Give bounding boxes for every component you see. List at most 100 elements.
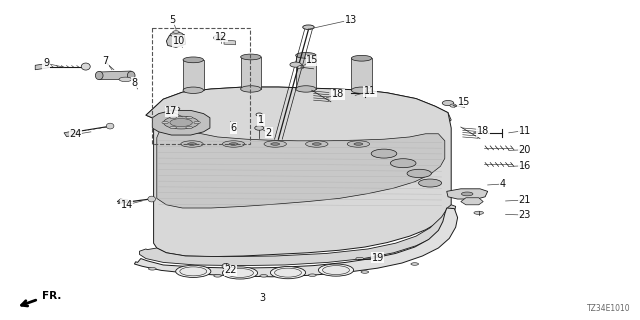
Ellipse shape bbox=[186, 126, 192, 129]
Ellipse shape bbox=[450, 104, 456, 107]
Ellipse shape bbox=[371, 149, 397, 158]
Text: 4: 4 bbox=[499, 179, 506, 189]
Ellipse shape bbox=[407, 169, 431, 178]
Ellipse shape bbox=[442, 100, 454, 106]
Ellipse shape bbox=[183, 87, 204, 93]
Ellipse shape bbox=[264, 141, 287, 147]
Ellipse shape bbox=[170, 108, 176, 110]
Ellipse shape bbox=[148, 268, 156, 270]
Ellipse shape bbox=[162, 121, 168, 124]
Text: 12: 12 bbox=[214, 32, 227, 42]
Ellipse shape bbox=[390, 159, 416, 168]
Text: 16: 16 bbox=[518, 161, 531, 171]
Text: 8: 8 bbox=[131, 77, 138, 88]
Ellipse shape bbox=[298, 66, 304, 69]
Polygon shape bbox=[35, 63, 48, 70]
Ellipse shape bbox=[296, 52, 316, 58]
Polygon shape bbox=[157, 122, 445, 208]
Ellipse shape bbox=[186, 116, 192, 119]
Polygon shape bbox=[166, 35, 186, 47]
Text: 1: 1 bbox=[258, 115, 264, 125]
Ellipse shape bbox=[223, 267, 258, 279]
Ellipse shape bbox=[180, 267, 207, 276]
Text: 6: 6 bbox=[230, 123, 237, 133]
Polygon shape bbox=[351, 58, 372, 90]
Polygon shape bbox=[224, 40, 236, 45]
Text: 15: 15 bbox=[458, 97, 470, 107]
Text: 9: 9 bbox=[43, 58, 49, 68]
Text: 5: 5 bbox=[170, 15, 176, 25]
Ellipse shape bbox=[223, 141, 244, 147]
Ellipse shape bbox=[312, 143, 321, 145]
Ellipse shape bbox=[164, 116, 198, 129]
Ellipse shape bbox=[351, 87, 372, 93]
Text: 20: 20 bbox=[518, 145, 531, 155]
Polygon shape bbox=[447, 189, 488, 199]
Text: 15: 15 bbox=[306, 55, 319, 65]
Ellipse shape bbox=[183, 57, 204, 63]
Text: 3: 3 bbox=[259, 292, 266, 303]
Text: 18: 18 bbox=[477, 126, 490, 136]
Ellipse shape bbox=[106, 123, 114, 129]
Text: 22: 22 bbox=[224, 265, 237, 276]
Polygon shape bbox=[296, 55, 316, 89]
Text: 18: 18 bbox=[332, 89, 344, 100]
Text: 2: 2 bbox=[266, 128, 272, 138]
Text: 23: 23 bbox=[518, 210, 531, 220]
Ellipse shape bbox=[308, 274, 316, 276]
Text: 10: 10 bbox=[173, 36, 186, 46]
Ellipse shape bbox=[260, 275, 268, 277]
Ellipse shape bbox=[181, 141, 204, 147]
Text: 13: 13 bbox=[344, 15, 357, 25]
Ellipse shape bbox=[461, 192, 473, 196]
Ellipse shape bbox=[241, 54, 261, 60]
Ellipse shape bbox=[194, 121, 200, 124]
Text: 21: 21 bbox=[518, 195, 531, 205]
Ellipse shape bbox=[148, 196, 156, 202]
Ellipse shape bbox=[214, 35, 224, 41]
Ellipse shape bbox=[303, 25, 314, 29]
Ellipse shape bbox=[419, 179, 442, 187]
Ellipse shape bbox=[241, 86, 261, 92]
Text: 11: 11 bbox=[364, 86, 376, 96]
Ellipse shape bbox=[296, 86, 316, 92]
Text: TZ34E1010: TZ34E1010 bbox=[587, 304, 630, 313]
Text: 11: 11 bbox=[518, 125, 531, 136]
Text: 7: 7 bbox=[102, 56, 109, 66]
Ellipse shape bbox=[356, 257, 364, 260]
Ellipse shape bbox=[173, 31, 179, 33]
Ellipse shape bbox=[170, 32, 183, 37]
Polygon shape bbox=[64, 131, 78, 137]
Ellipse shape bbox=[271, 143, 280, 145]
Ellipse shape bbox=[170, 126, 176, 129]
Polygon shape bbox=[140, 205, 456, 266]
Text: 19: 19 bbox=[371, 252, 384, 263]
Text: 24: 24 bbox=[69, 129, 82, 140]
Polygon shape bbox=[241, 57, 261, 89]
Bar bbox=[152, 28, 250, 144]
Ellipse shape bbox=[354, 143, 363, 145]
Polygon shape bbox=[99, 71, 131, 79]
Ellipse shape bbox=[306, 141, 328, 147]
Polygon shape bbox=[152, 110, 210, 135]
Ellipse shape bbox=[166, 106, 180, 111]
Ellipse shape bbox=[227, 268, 253, 277]
Ellipse shape bbox=[255, 126, 264, 130]
Ellipse shape bbox=[474, 211, 484, 214]
Ellipse shape bbox=[216, 36, 221, 39]
Ellipse shape bbox=[214, 275, 221, 277]
Polygon shape bbox=[461, 198, 483, 205]
Polygon shape bbox=[146, 87, 451, 141]
Ellipse shape bbox=[95, 71, 103, 80]
Ellipse shape bbox=[222, 263, 230, 269]
Polygon shape bbox=[146, 87, 451, 257]
Polygon shape bbox=[183, 60, 204, 90]
Ellipse shape bbox=[229, 143, 238, 145]
Ellipse shape bbox=[361, 271, 369, 273]
Text: 17: 17 bbox=[165, 106, 178, 116]
Ellipse shape bbox=[319, 264, 354, 276]
Text: FR.: FR. bbox=[42, 291, 61, 301]
Ellipse shape bbox=[290, 62, 301, 67]
Ellipse shape bbox=[351, 55, 372, 61]
Ellipse shape bbox=[175, 265, 211, 277]
